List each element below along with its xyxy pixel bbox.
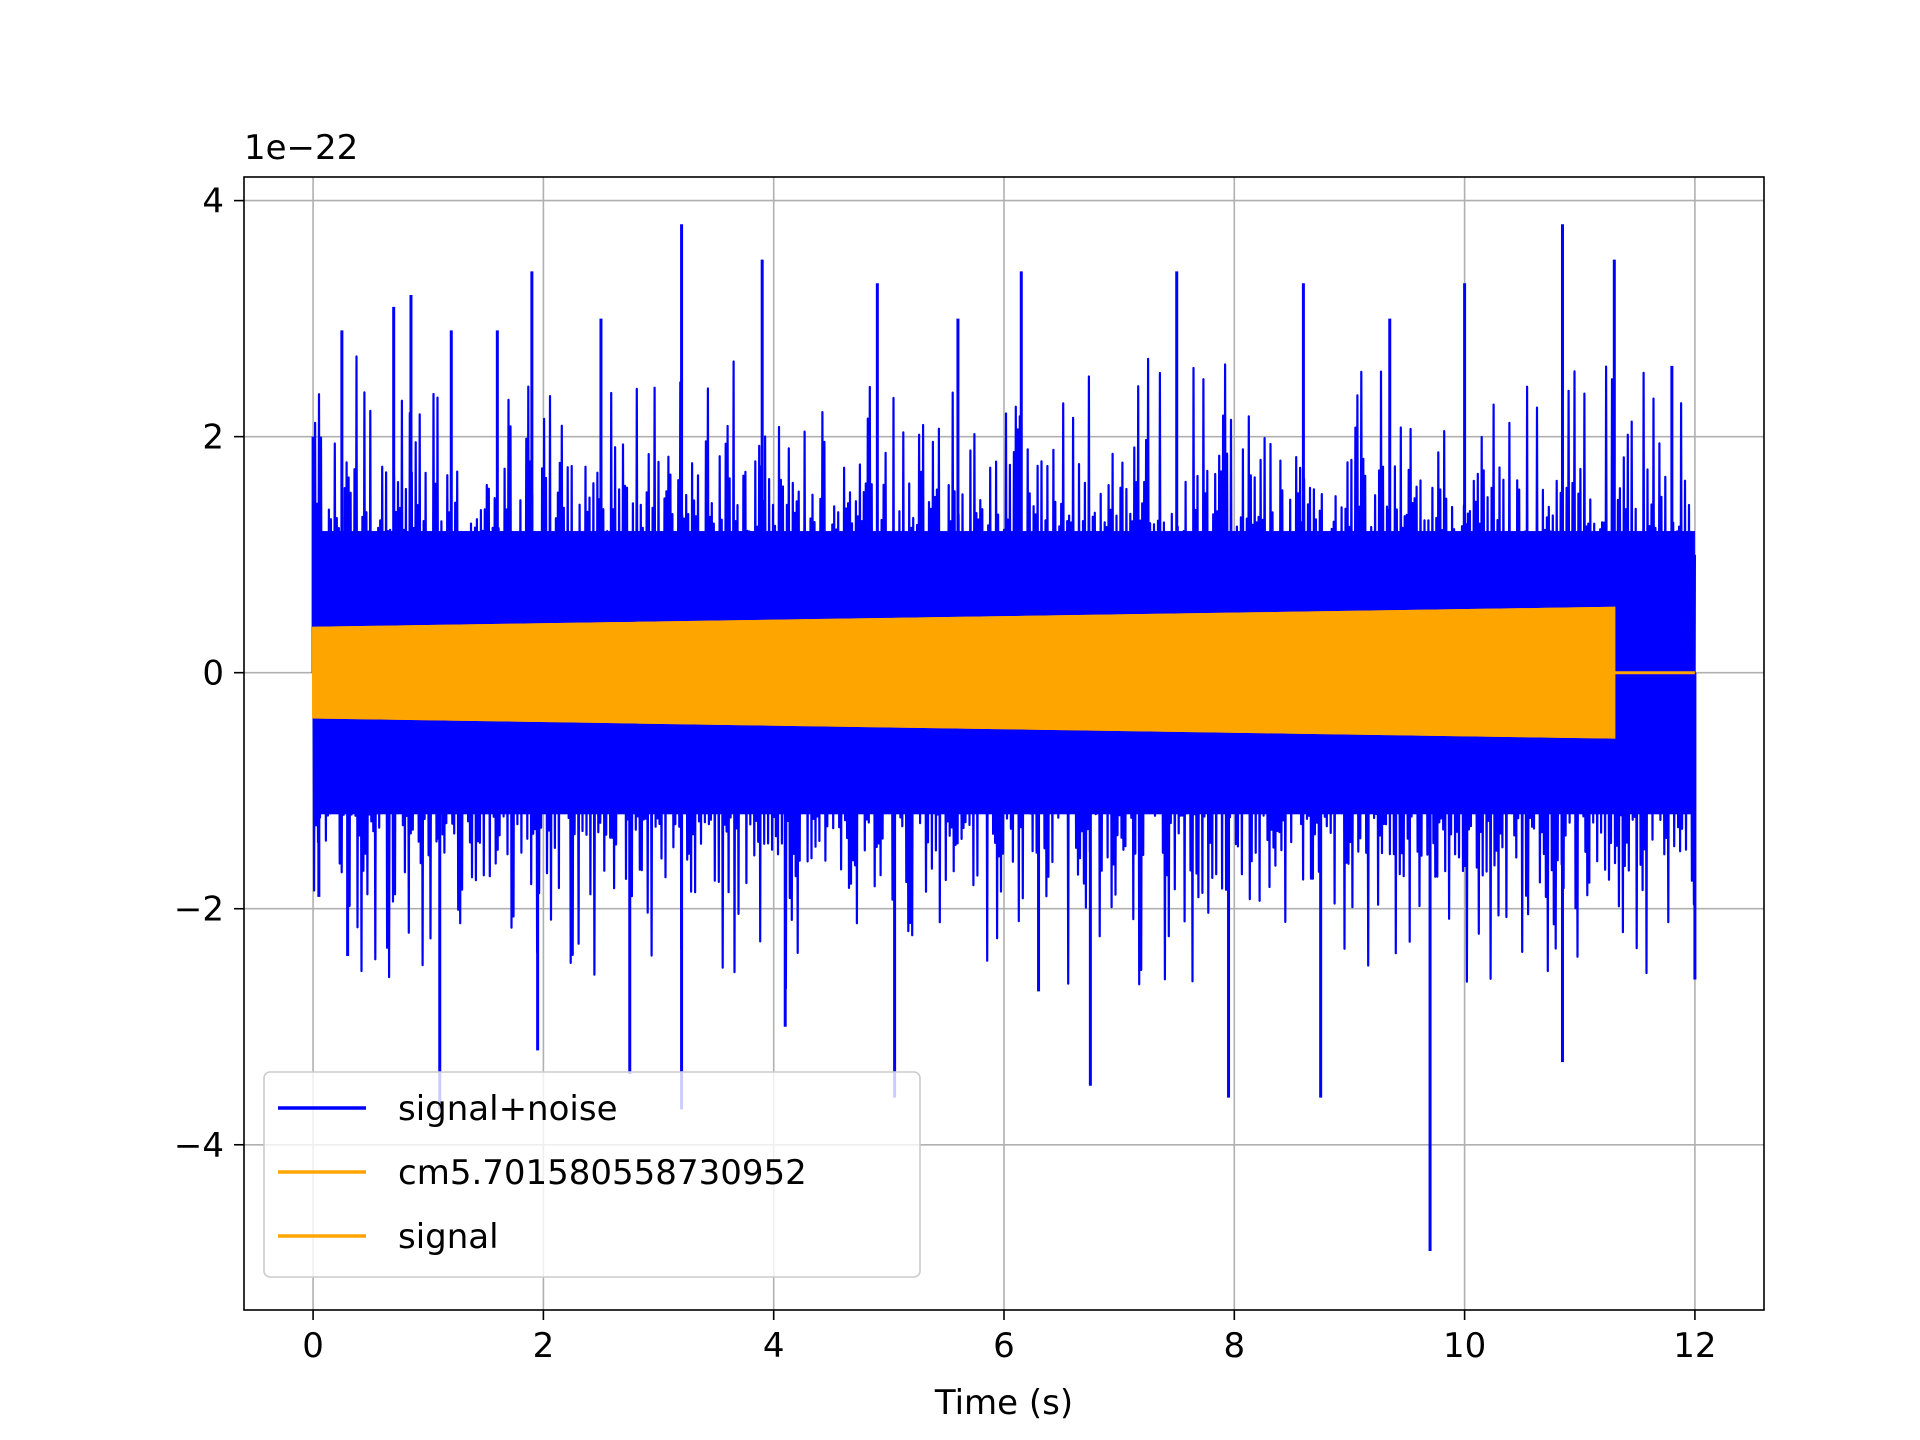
x-tick-label: 12 bbox=[1673, 1326, 1716, 1366]
y-tick-label: −2 bbox=[174, 890, 224, 930]
legend-label: signal bbox=[398, 1217, 499, 1257]
x-tick-label: 8 bbox=[1223, 1326, 1245, 1366]
series-signal-envelope bbox=[312, 606, 1616, 739]
x-tick-label: 0 bbox=[302, 1326, 324, 1366]
legend: signal+noise cm5.701580558730952 signal bbox=[263, 1071, 921, 1278]
x-axis-label: Time (s) bbox=[934, 1383, 1073, 1423]
legend-label: signal+noise bbox=[398, 1089, 618, 1129]
y-tick-label: 2 bbox=[202, 418, 224, 458]
x-tick-label: 10 bbox=[1443, 1326, 1486, 1366]
series-signal bbox=[312, 606, 1695, 739]
x-tick-label: 6 bbox=[993, 1326, 1015, 1366]
x-tick-label: 2 bbox=[533, 1326, 555, 1366]
y-tick-label: 0 bbox=[202, 654, 224, 694]
y-axis-ticks: −4 −2 0 2 4 bbox=[174, 182, 244, 1166]
x-axis-ticks: 0 2 4 6 8 10 12 bbox=[302, 1310, 1717, 1366]
x-tick-label: 4 bbox=[763, 1326, 785, 1366]
legend-box bbox=[263, 1071, 921, 1278]
y-axis-offset-label: 1e−22 bbox=[244, 128, 358, 168]
legend-label: cm5.701580558730952 bbox=[398, 1153, 807, 1193]
plot-area bbox=[311, 224, 1697, 1251]
y-tick-label: −4 bbox=[174, 1126, 224, 1166]
y-tick-label: 4 bbox=[202, 182, 224, 222]
